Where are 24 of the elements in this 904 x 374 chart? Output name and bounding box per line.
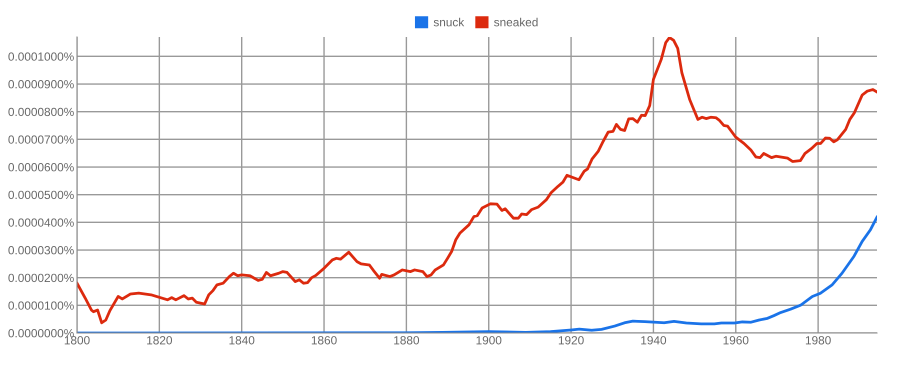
x-tick-label: 1980 [806,336,831,344]
x-tick-label: 1900 [476,336,502,344]
x-tick-label: 1860 [312,336,337,344]
y-tick-label: 0.0000100% [8,301,74,310]
y-tick-label: 0.0000000% [8,329,74,338]
x-tick-label: 1920 [558,336,584,344]
y-tick-label: 0.0000300% [8,246,74,254]
y-tick-label: 0.0000900% [8,80,74,88]
y-tick-label: 0.0000800% [8,108,74,116]
y-tick-label: 0.0000400% [8,218,74,227]
x-tick-label: 1880 [394,336,420,344]
x-tick-label: 1960 [724,336,748,344]
y-tick-label: 0.0000200% [8,274,74,282]
y-tick-label: 0.0000600% [8,163,74,172]
y-tick-label: 0.0000500% [8,190,74,200]
x-tick-label: 1940 [641,336,666,344]
legend-label: snuck [434,18,464,26]
y-tick-label: 0.0000700% [8,135,74,144]
legend-label: sneaked [494,18,538,26]
y-tick-label: 0.0001000% [8,52,74,61]
line-series [77,37,877,324]
x-tick-label: 1840 [229,336,254,344]
x-tick-label: 1820 [147,336,172,344]
x-tick-label: 1800 [64,336,90,344]
